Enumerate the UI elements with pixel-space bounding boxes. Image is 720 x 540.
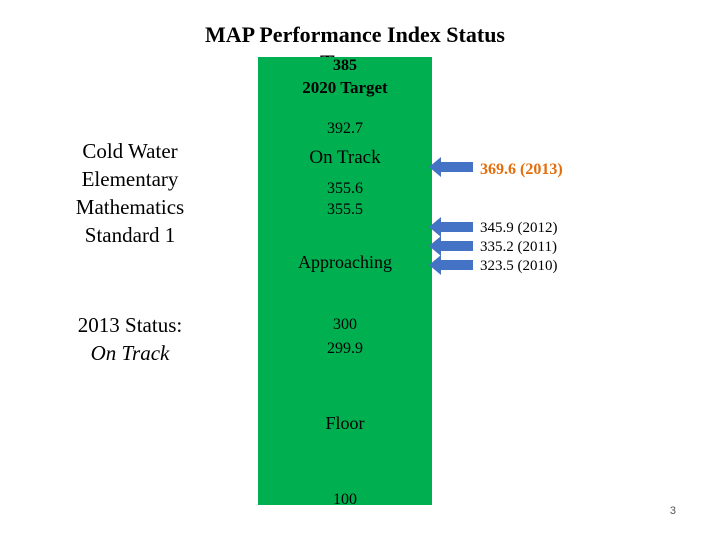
school-line2: Elementary (81, 167, 179, 191)
target-label: 2020 Target (302, 78, 388, 97)
status-label: 2013 Status: (77, 313, 183, 337)
school-label: Cold Water Elementary Mathematics Standa… (50, 137, 210, 249)
chart-title-line1: MAP Performance Index Status (204, 22, 505, 47)
arrow-2013-icon (429, 157, 473, 177)
approaching-label: Approaching (298, 252, 392, 272)
school-line1: Cold Water (82, 139, 178, 163)
arrow-2012-icon (429, 217, 473, 237)
floor-label: Floor (325, 413, 365, 433)
school-line3: Mathematics (75, 195, 185, 219)
index-bar (258, 57, 432, 505)
annotation-2011: 335.2 (2011) (480, 239, 557, 255)
school-line4: Standard 1 (84, 223, 176, 247)
arrow-2010-icon (429, 255, 473, 275)
annotation-2013: 369.6 (2013) (480, 161, 563, 178)
floor-max: 299.9 (327, 340, 363, 357)
status-block: 2013 Status: On Track (50, 311, 210, 367)
arrow-2011-icon (429, 236, 473, 256)
on-track-label: On Track (309, 147, 381, 168)
page-number: 3 (669, 505, 676, 517)
annotation-2012: 345.9 (2012) (480, 220, 558, 236)
status-value: On Track (90, 341, 170, 365)
approaching-max: 355.5 (327, 201, 363, 218)
annotation-2010: 323.5 (2010) (480, 258, 558, 274)
approaching-min: 300 (333, 316, 357, 333)
overlap-value: 385 (333, 57, 357, 74)
on-track-min: 355.6 (327, 180, 363, 197)
floor-min: 100 (333, 491, 357, 508)
target-value: 392.7 (327, 120, 363, 137)
